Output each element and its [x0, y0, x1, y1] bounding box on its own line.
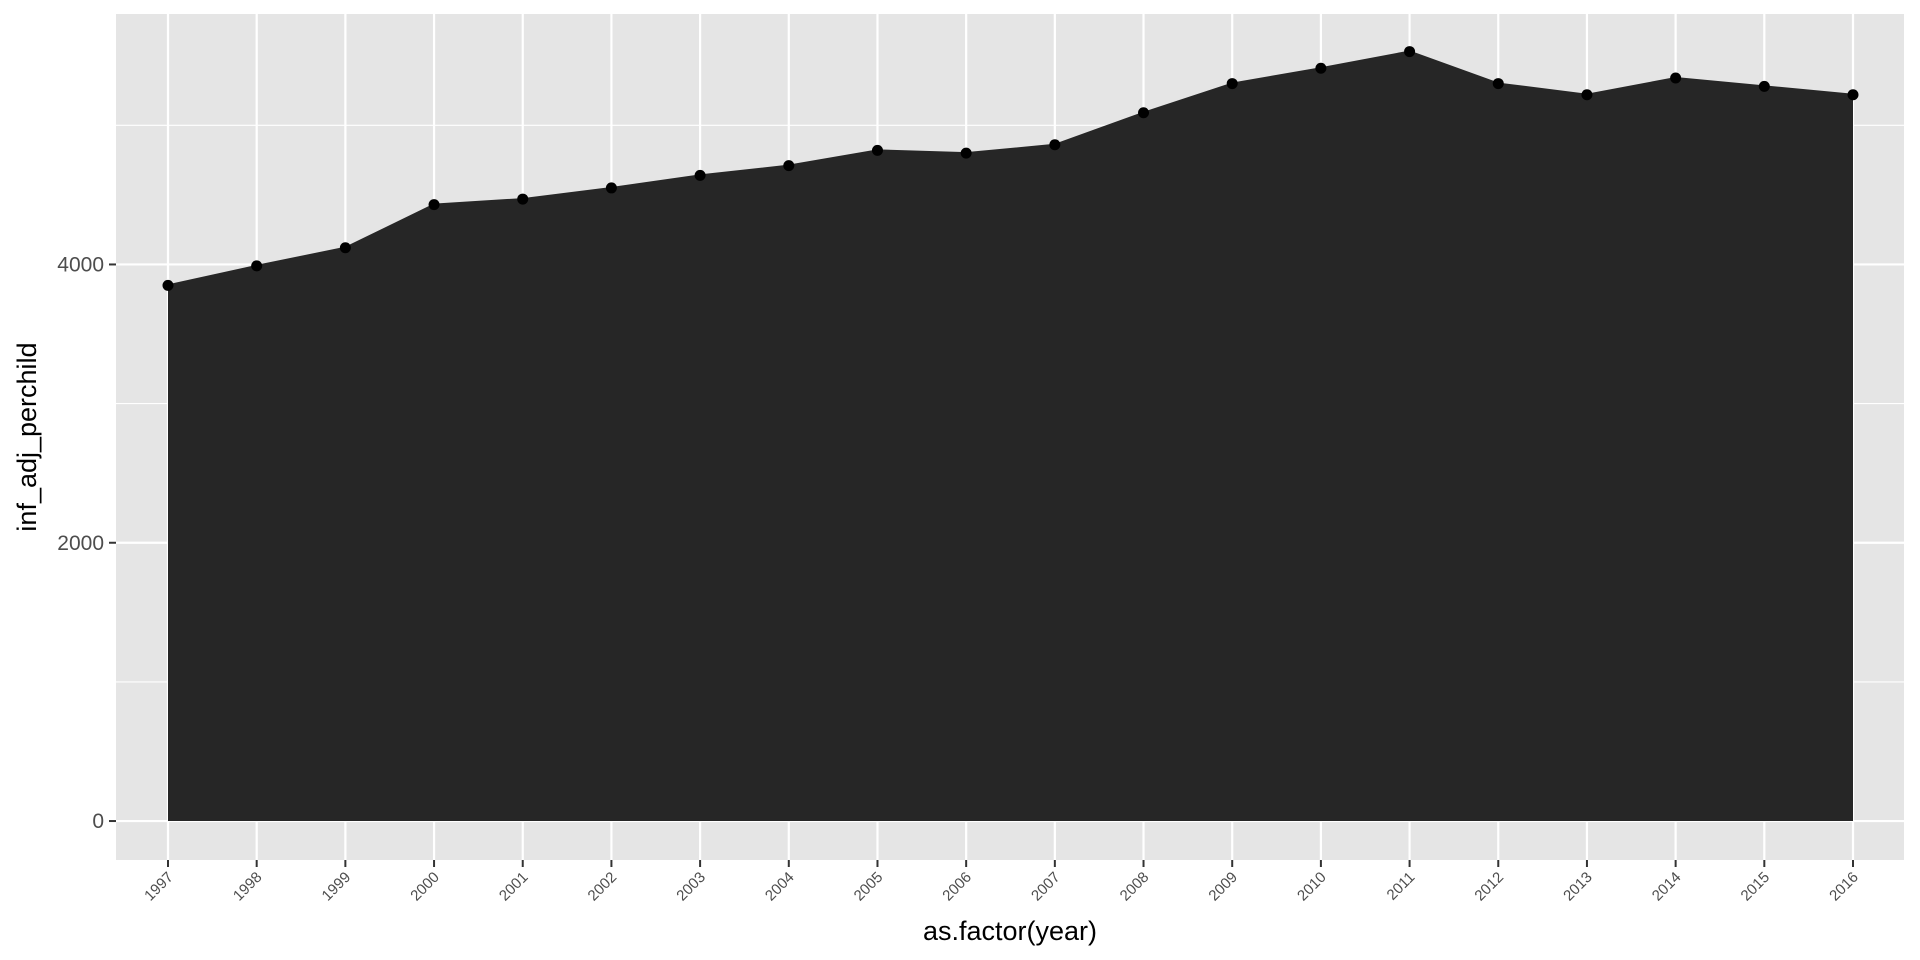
x-tick-label: 2009	[1205, 869, 1241, 905]
x-tick-label: 2008	[1117, 869, 1153, 905]
x-tick-label: 2016	[1826, 869, 1862, 905]
x-tick-label: 2005	[851, 869, 887, 905]
x-tick-label: 2010	[1294, 869, 1330, 905]
area-series	[168, 51, 1853, 822]
y-axis-title: inf_adj_perchild	[12, 342, 42, 531]
x-tick-label: 2013	[1560, 869, 1596, 905]
x-tick-label: 2004	[762, 869, 798, 905]
x-tick-label: 2002	[585, 869, 621, 905]
x-axis-title: as.factor(year)	[923, 916, 1097, 946]
data-point	[517, 193, 529, 205]
data-point	[339, 242, 351, 254]
data-point	[960, 147, 972, 159]
data-point	[1226, 78, 1238, 90]
y-tick-label: 4000	[57, 253, 104, 276]
y-tick-label: 0	[92, 810, 104, 833]
x-axis: 1997 1998 1999 2000 2001 2002 2003 2004 2005 2006…	[141, 860, 1862, 904]
data-point	[783, 160, 795, 172]
x-tick-label: 2012	[1471, 869, 1507, 905]
x-tick-label: 1998	[230, 869, 266, 905]
x-tick-label: 2006	[939, 869, 975, 905]
data-point	[1049, 139, 1061, 151]
data-point	[428, 199, 440, 211]
data-point	[1758, 80, 1770, 92]
data-point	[251, 260, 263, 272]
data-point	[1492, 78, 1504, 90]
data-point	[871, 144, 883, 156]
x-tick-label: 2015	[1738, 869, 1774, 905]
data-point	[1138, 107, 1150, 119]
x-tick-label: 1997	[141, 869, 177, 905]
data-points	[162, 46, 1859, 291]
x-tick-label: 2001	[496, 869, 532, 905]
x-tick-label: 2007	[1028, 869, 1064, 905]
data-point	[694, 169, 706, 181]
data-point	[1404, 46, 1416, 58]
y-tick-label: 2000	[57, 532, 104, 555]
data-point	[1670, 72, 1682, 84]
data-point	[1581, 89, 1593, 101]
data-point	[1315, 62, 1327, 74]
data-point	[605, 182, 617, 194]
x-tick-label: 2011	[1384, 869, 1419, 904]
data-point	[1847, 89, 1859, 101]
x-tick-label: 2014	[1649, 869, 1685, 905]
x-tick-label: 1999	[319, 869, 355, 905]
line-series	[167, 50, 1854, 287]
y-axis: 0 2000 4000	[57, 253, 116, 833]
data-point	[162, 279, 174, 291]
x-tick-label: 2003	[673, 869, 709, 905]
x-tick-label: 2000	[407, 869, 443, 905]
